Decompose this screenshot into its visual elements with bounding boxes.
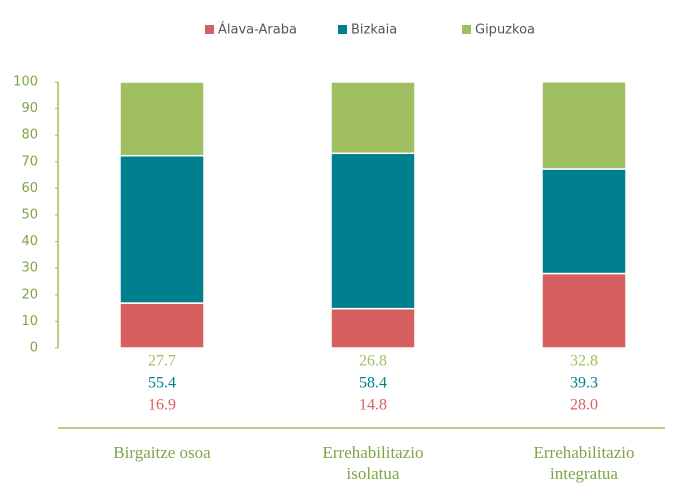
bar-segment: [330, 307, 416, 349]
value-label: 28.0: [570, 397, 598, 414]
y-tick-label: 30: [21, 261, 38, 276]
bar-segment: [330, 81, 416, 155]
value-label: 26.8: [359, 353, 387, 370]
value-label: 16.9: [148, 397, 176, 414]
legend-swatch: [462, 25, 471, 34]
legend-swatch: [205, 25, 214, 34]
bar-segment: [119, 302, 205, 349]
y-tick-label: 50: [21, 208, 38, 223]
legend-label: Gipuzkoa: [475, 23, 535, 38]
y-tick-label: 20: [21, 287, 38, 302]
x-tick-label: Errehabilitazio isolatua: [322, 443, 424, 483]
bar-segment: [541, 168, 627, 275]
x-tick-label: Birgaitze osoa: [113, 443, 211, 462]
y-tick-label: 10: [21, 314, 38, 329]
y-tick-label: 100: [13, 75, 38, 90]
bar-segment: [330, 152, 416, 310]
bar-segment: [541, 80, 627, 170]
value-label: 27.7: [148, 353, 176, 370]
y-tick-label: 40: [21, 234, 38, 249]
y-tick-label: 70: [21, 154, 38, 169]
value-label: 14.8: [359, 397, 387, 414]
value-label: 55.4: [148, 375, 176, 392]
y-tick-label: 80: [21, 128, 38, 143]
value-label: 32.8: [570, 353, 598, 370]
legend-label: Bizkaia: [351, 23, 397, 38]
y-tick-label: 60: [21, 181, 38, 196]
legend-label: Álava-Araba: [218, 22, 297, 38]
y-tick-label: 90: [21, 101, 38, 116]
legend-swatch: [338, 25, 347, 34]
bar-segment: [119, 81, 205, 157]
x-tick-label: Errehabilitazio integratua: [533, 443, 635, 483]
y-tick-label: 0: [30, 341, 38, 356]
bar-segment: [119, 154, 205, 304]
value-label: 39.3: [570, 375, 598, 392]
value-label: 58.4: [359, 375, 387, 392]
bar-segment: [541, 272, 627, 349]
